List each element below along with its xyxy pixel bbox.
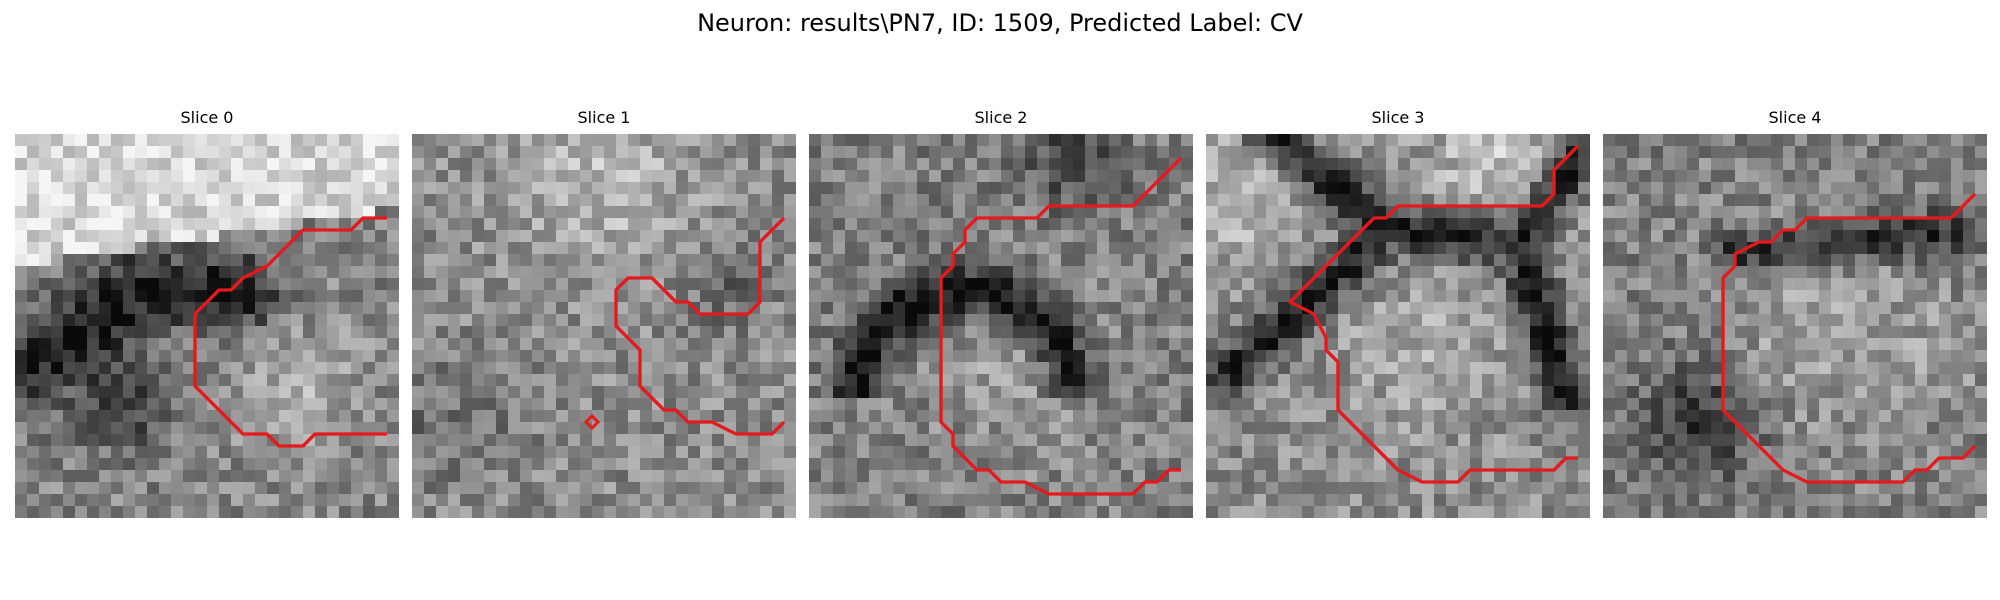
slice-image xyxy=(1206,134,1590,518)
panel-title: Slice 0 xyxy=(180,108,234,127)
slice-image xyxy=(15,134,399,518)
panel-title: Slice 4 xyxy=(1768,108,1822,127)
panel-slice-1: Slice 1 xyxy=(412,108,796,518)
panel-slice-0: Slice 0 xyxy=(15,108,399,518)
contour-line xyxy=(1288,144,1580,484)
slice-image xyxy=(1603,134,1987,518)
contour-line xyxy=(1721,192,1977,484)
pixel-grid xyxy=(1206,134,1590,518)
panel-slice-3: Slice 3 xyxy=(1206,108,1590,518)
pixel-grid xyxy=(15,134,399,518)
pixel-grid xyxy=(412,134,796,518)
contour-line xyxy=(193,216,387,448)
contour-line xyxy=(939,156,1183,496)
pixel-grid xyxy=(1603,134,1987,518)
slice-image xyxy=(412,134,796,518)
pixel-grid xyxy=(809,134,1193,518)
panel-title: Slice 1 xyxy=(577,108,631,127)
panel-title: Slice 3 xyxy=(1371,108,1425,127)
slice-image xyxy=(809,134,1193,518)
contour-line xyxy=(614,216,786,436)
panel-slice-4: Slice 4 xyxy=(1603,108,1987,518)
contour-marker xyxy=(583,413,601,431)
panel-title: Slice 2 xyxy=(974,108,1028,127)
panel-slice-2: Slice 2 xyxy=(809,108,1193,518)
figure-title: Neuron: results\PN7, ID: 1509, Predicted… xyxy=(697,9,1303,37)
